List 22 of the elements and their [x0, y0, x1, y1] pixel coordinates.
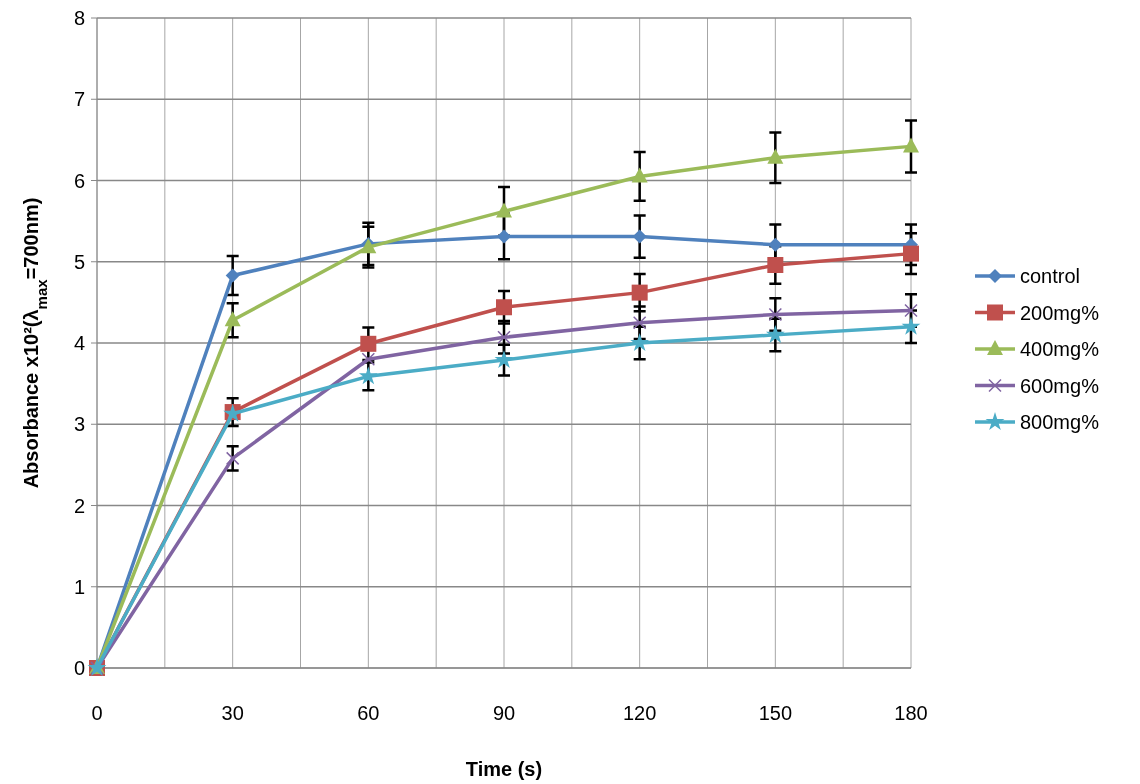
y-tick-label: 5: [73, 250, 85, 273]
x-tick-label: 60: [357, 702, 380, 724]
legend-label: 600mg%: [1020, 374, 1100, 397]
y-tick-label: 8: [73, 7, 85, 29]
y-tick-label: 1: [73, 575, 85, 598]
y-tick-label: 2: [73, 494, 85, 517]
x-tick-label: 120: [622, 702, 657, 724]
legend-label: 800mg%: [1020, 411, 1100, 433]
y-tick-label: 3: [73, 413, 85, 436]
legend-label: 400mg%: [1020, 338, 1100, 360]
x-axis-title: Time (s): [465, 758, 543, 780]
y-tick-label: 0: [73, 657, 85, 679]
y-tick-label: 7: [73, 88, 85, 111]
legend-label: control: [1020, 265, 1081, 287]
y-tick-label: 6: [73, 169, 85, 192]
x-tick-label: 90: [492, 702, 516, 724]
x-tick-label: 180: [894, 702, 928, 724]
x-tick-label: 150: [758, 702, 793, 724]
x-tick-label: 30: [221, 702, 244, 724]
legend-label: 200mg%: [1020, 301, 1100, 324]
y-tick-label: 4: [73, 332, 85, 354]
x-tick-label: 0: [91, 702, 103, 724]
